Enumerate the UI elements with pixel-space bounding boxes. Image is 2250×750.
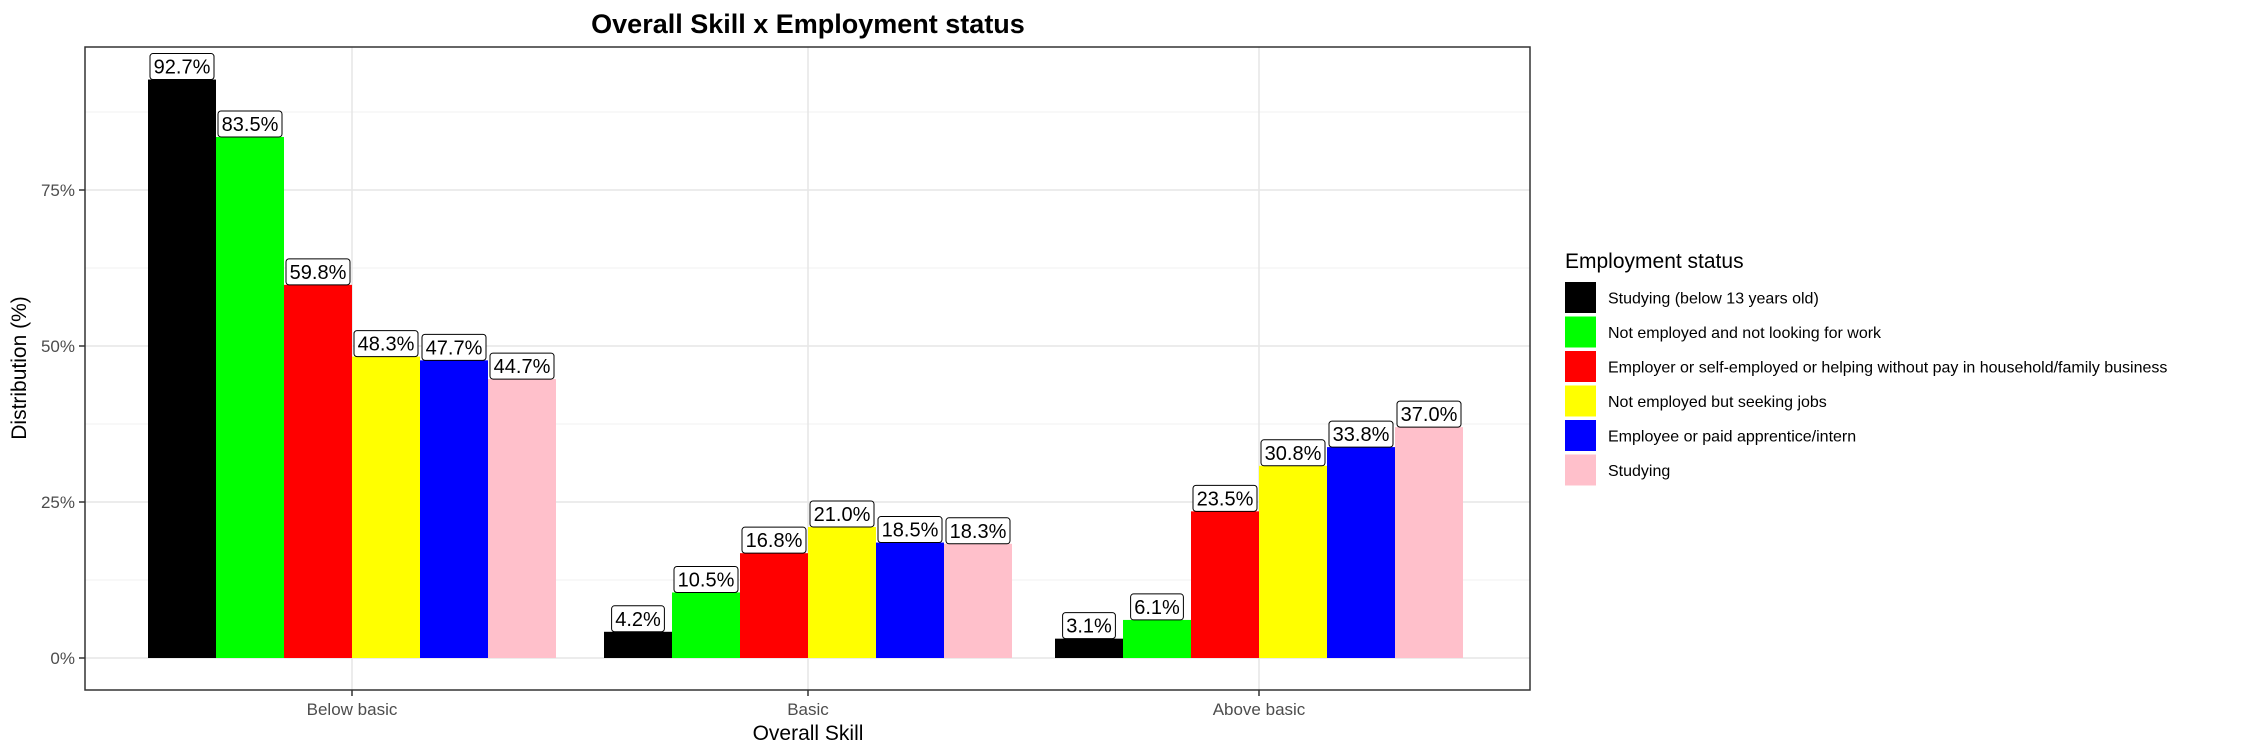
y-tick-label: 0%: [50, 649, 75, 668]
chart-title: Overall Skill x Employment status: [591, 9, 1025, 39]
data-label-box: [149, 53, 215, 81]
bar: [216, 136, 284, 658]
bar: [284, 284, 352, 658]
legend-label: Studying: [1608, 463, 1670, 480]
x-tick-label: Basic: [787, 700, 829, 719]
bar: [740, 553, 808, 658]
data-label: 18.5%: [882, 520, 939, 542]
data-label: 48.3%: [358, 334, 415, 356]
data-label: 3.1%: [1066, 616, 1112, 638]
data-label: 59.8%: [290, 262, 347, 284]
data-label-box: [1328, 420, 1394, 448]
x-axis-title: Overall Skill: [753, 722, 864, 745]
data-label-box: [877, 516, 943, 544]
data-label: 47.7%: [426, 337, 483, 359]
data-label-box: [1396, 400, 1462, 428]
data-labels: 92.7% 4.2% 3.1% 83.5% 10.5% 6.1% 59.8% 16.8% 23.…: [149, 53, 1462, 640]
x-tick-label: Below basic: [307, 700, 398, 719]
y-axis: 0% 25% 50% 75%: [41, 181, 85, 668]
data-label-box: [1130, 593, 1184, 621]
data-label: 44.7%: [494, 356, 551, 378]
data-label-box: [611, 605, 665, 633]
bar: [1327, 447, 1395, 658]
data-label-box: [421, 333, 487, 361]
data-label: 18.3%: [950, 521, 1007, 543]
y-tick-label: 50%: [41, 337, 75, 356]
data-label: 92.7%: [154, 57, 211, 79]
data-label-box: [1062, 612, 1116, 640]
bar: [672, 592, 740, 658]
data-label-box: [809, 500, 875, 528]
data-label-box: [353, 330, 419, 358]
bar: [1055, 638, 1123, 658]
x-axis: Below basic Basic Above basic: [307, 690, 1306, 719]
data-label-box: [1260, 439, 1326, 467]
x-tick-label: Above basic: [1213, 700, 1306, 719]
bar: [148, 79, 216, 658]
data-label: 23.5%: [1197, 488, 1254, 510]
legend-label: Studying (below 13 years old): [1608, 291, 1819, 308]
data-label: 4.2%: [615, 609, 661, 631]
data-label-box: [945, 517, 1011, 545]
legend-key: [1565, 454, 1596, 486]
data-label: 37.0%: [1401, 404, 1458, 426]
bars: [148, 79, 1463, 658]
bar: [488, 379, 556, 658]
legend-key: [1565, 282, 1596, 313]
bar: [944, 543, 1012, 658]
bar: [1191, 511, 1259, 658]
data-label-box: [673, 565, 739, 593]
data-label: 6.1%: [1134, 597, 1180, 619]
bar: [1123, 619, 1191, 658]
bar: [808, 526, 876, 658]
bar: [1395, 427, 1463, 658]
data-label-box: [741, 526, 807, 554]
data-label: 10.5%: [678, 569, 735, 591]
legend-key: [1565, 316, 1596, 348]
data-label: 33.8%: [1333, 424, 1390, 446]
bar: [876, 542, 944, 658]
legend-key: [1565, 420, 1596, 451]
bar: [604, 631, 672, 658]
legend-label: Not employed but seeking jobs: [1608, 394, 1827, 411]
y-axis-title: Distribution (%): [8, 296, 31, 440]
data-label-box: [217, 110, 283, 138]
legend-title: Employment status: [1565, 250, 1744, 273]
data-label-box: [1192, 484, 1258, 512]
data-label: 30.8%: [1265, 443, 1322, 465]
bar: [1259, 465, 1327, 658]
data-label: 16.8%: [746, 530, 803, 552]
legend-key: [1565, 351, 1596, 382]
data-label: 83.5%: [222, 114, 279, 136]
bar: [420, 360, 488, 658]
legend: Employment status Studying (below 13 yea…: [1565, 250, 2167, 486]
bar: [352, 356, 420, 658]
y-tick-label: 25%: [41, 493, 75, 512]
legend-label: Employer or self-employed or helping wit…: [1608, 360, 2167, 377]
legend-label: Employee or paid apprentice/intern: [1608, 429, 1856, 446]
data-label: 21.0%: [814, 504, 871, 526]
legend-key: [1565, 385, 1596, 417]
data-label-box: [489, 352, 555, 380]
y-tick-label: 75%: [41, 181, 75, 200]
legend-label: Not employed and not looking for work: [1608, 325, 1882, 342]
data-label-box: [285, 258, 351, 286]
